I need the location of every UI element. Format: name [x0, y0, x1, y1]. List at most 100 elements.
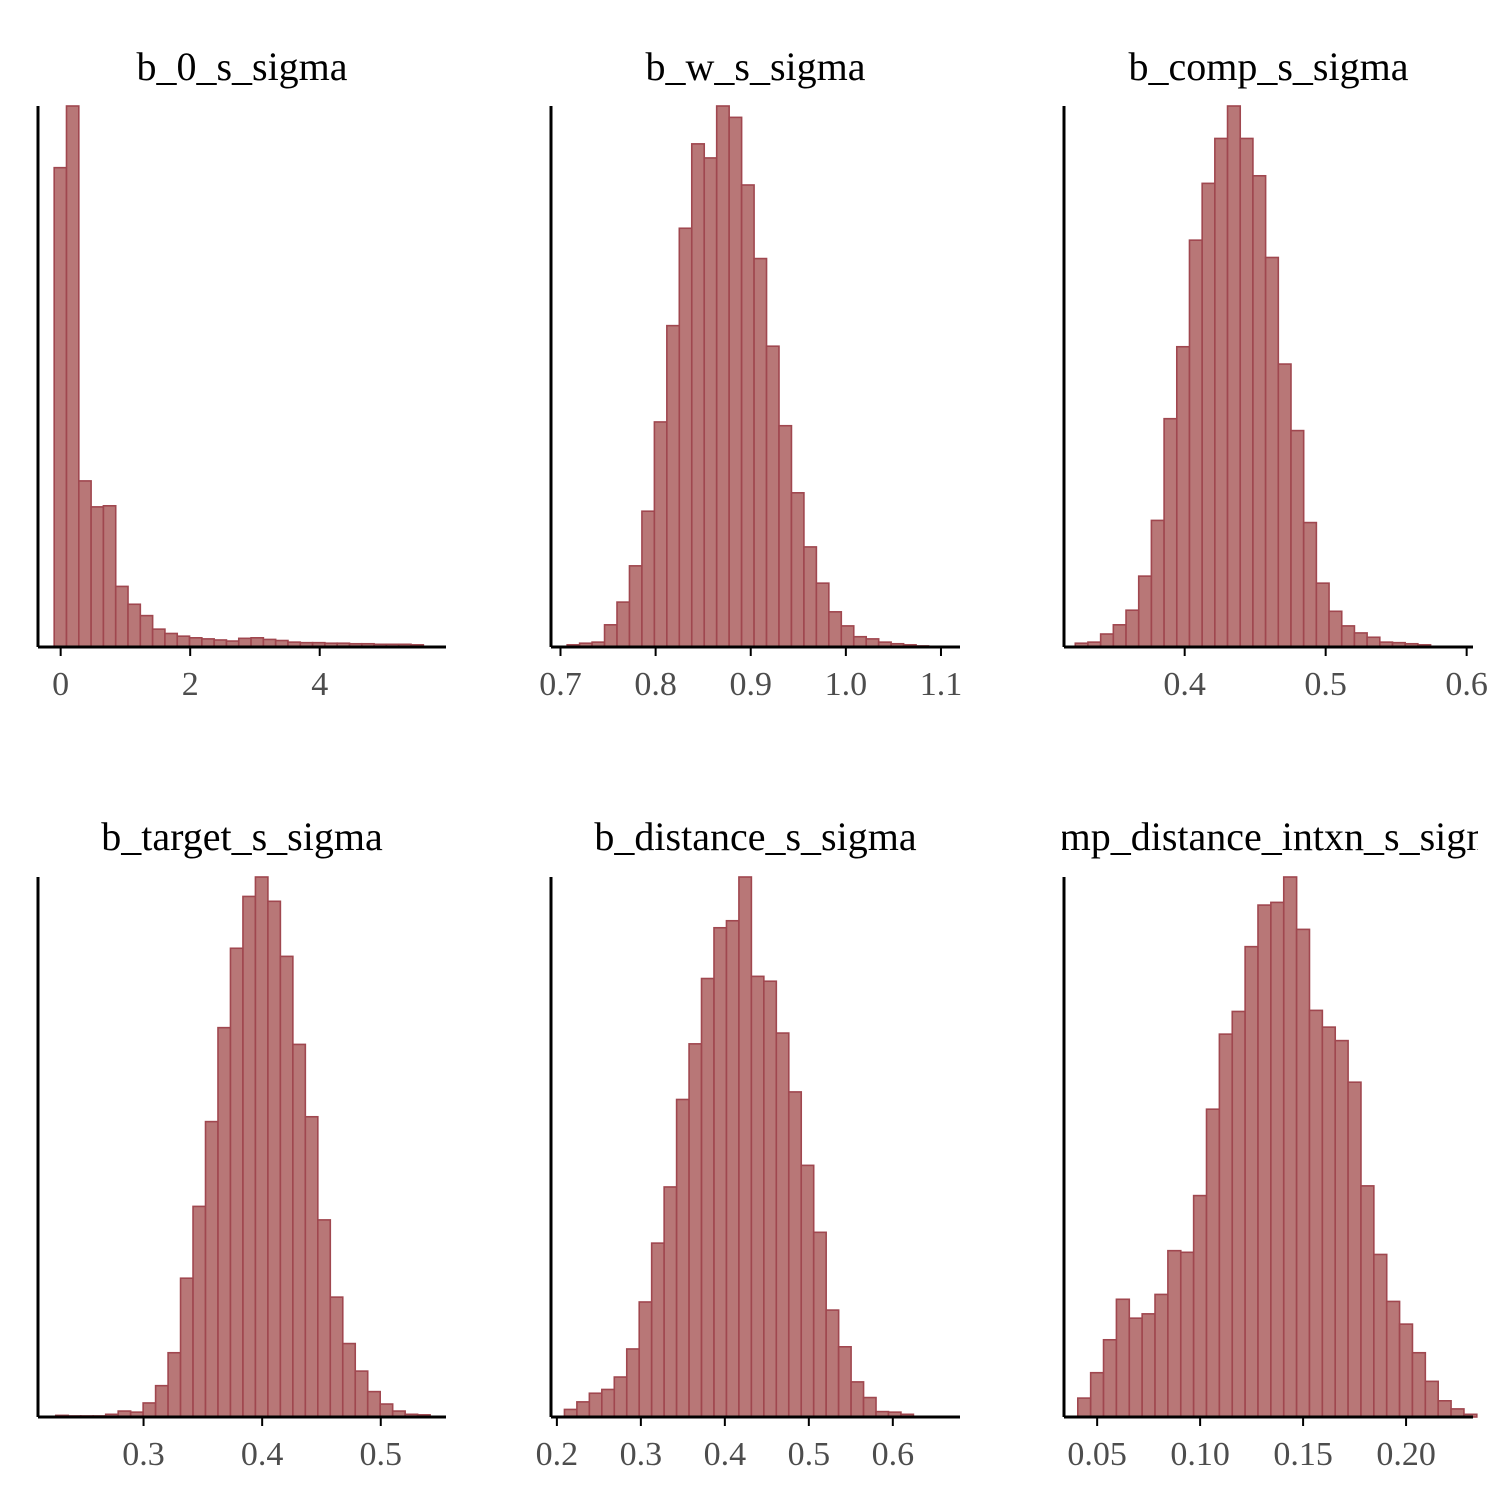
histogram-bar — [127, 603, 142, 648]
histogram-bar — [688, 1043, 703, 1418]
histogram-bar — [1231, 1010, 1246, 1418]
histogram-bar — [750, 975, 765, 1418]
x-tick-label: 4 — [311, 666, 328, 703]
histogram-bar — [65, 105, 80, 648]
histogram-bar — [1321, 1026, 1337, 1418]
histogram-bar — [1163, 417, 1178, 648]
x-tick-label: 2 — [182, 666, 199, 703]
histogram-bar — [765, 345, 780, 648]
histogram-bar — [638, 1301, 653, 1418]
x-tick-label: 0.7 — [539, 666, 582, 703]
histogram-bar — [1252, 174, 1267, 648]
histogram-bar — [1282, 876, 1298, 1418]
histogram-bar — [354, 1370, 369, 1418]
panel-title: b_w_s_sigma — [646, 44, 866, 89]
histogram-bar — [588, 1392, 603, 1418]
histogram-bar — [1264, 256, 1280, 648]
histogram-bar — [715, 105, 730, 648]
x-tick-label: 0.9 — [729, 666, 772, 703]
histogram-bar — [713, 926, 728, 1418]
histogram-bar — [1334, 1039, 1349, 1418]
histogram-bar — [142, 1402, 157, 1418]
histogram-bar — [317, 1219, 332, 1418]
panel-title: b_distance_s_sigma — [594, 814, 916, 859]
histogram-bar — [837, 1346, 852, 1418]
panel-title: b_0_s_sigma — [136, 44, 347, 89]
histogram-panel: b_0_s_sigma 0 2 4 — [36, 44, 446, 703]
histogram-bar — [800, 1164, 815, 1418]
histogram-bar — [1239, 137, 1254, 648]
histogram-bar — [1115, 1298, 1131, 1418]
histogram-bar — [1179, 1251, 1195, 1418]
histogram-bar — [242, 895, 257, 1418]
histogram-panel: b_w_s_sigma 0.7 0.8 0.9 1.0 1.1 — [539, 44, 962, 703]
histogram-bar — [1128, 1317, 1143, 1418]
histogram-bar — [1125, 609, 1140, 648]
histogram-bar — [576, 1401, 591, 1418]
histogram-bar — [1244, 945, 1259, 1418]
histogram-bar — [1277, 363, 1292, 648]
histogram-bar — [1290, 429, 1305, 648]
histogram-panel: b_distance_s_sigma 0.2 0.3 0.4 0.5 0.6 — [536, 814, 960, 1473]
histogram-bar — [341, 1342, 357, 1418]
histogram-bar — [1205, 1108, 1221, 1418]
panel-title: b_target_s_sigma — [101, 814, 383, 859]
histogram-bar — [139, 614, 154, 648]
histogram-bar — [167, 1351, 182, 1418]
histogram-bar — [840, 625, 855, 648]
histogram-bar — [812, 1231, 827, 1418]
histogram-bar — [1398, 1323, 1414, 1418]
histogram-bar — [1137, 575, 1153, 648]
histogram-bar — [628, 565, 643, 648]
histogram-bar — [1167, 1249, 1182, 1418]
x-tick-label: 1.0 — [825, 666, 868, 703]
histogram-panel: b_target_s_sigma 0.3 0.4 0.5 — [36, 814, 446, 1473]
histogram-bar — [279, 955, 294, 1418]
histogram-bar — [663, 1186, 678, 1418]
histogram-panel: comp_distance_intxn_s_sigma 0.05 0.10 0.15 0… — [1022, 814, 1500, 1473]
histogram-bar — [1360, 1185, 1375, 1418]
x-tick-label: 0.4 — [704, 1436, 747, 1473]
histogram-bar — [778, 424, 793, 648]
histogram-bar — [1192, 1194, 1208, 1418]
histogram-bar — [725, 919, 740, 1418]
histogram-bar — [304, 1115, 319, 1418]
histogram-bar — [625, 1348, 641, 1418]
histogram-bar — [728, 116, 743, 648]
histogram-bar — [254, 876, 269, 1418]
histogram-bar — [1302, 521, 1318, 648]
histogram-bar — [653, 421, 668, 648]
histogram-bar — [366, 1390, 381, 1418]
histogram-bar — [1411, 1351, 1427, 1418]
histogram-bar — [1328, 610, 1343, 648]
histogram-bar — [217, 1026, 232, 1418]
x-tick-label: 1.1 — [920, 666, 963, 703]
histogram-bar — [1102, 1338, 1118, 1418]
histogram-bar — [650, 1242, 665, 1418]
histogram-bar — [151, 628, 166, 648]
histogram-bar — [1089, 1371, 1105, 1418]
x-tick-label: 0.4 — [1163, 666, 1206, 703]
histogram-bar — [1201, 182, 1216, 648]
histogram-bar — [641, 510, 656, 648]
panel-title: comp_distance_intxn_s_sigma — [1022, 814, 1500, 859]
histogram-bar — [616, 601, 631, 648]
histogram-bar — [738, 876, 753, 1418]
histogram-bar — [176, 635, 191, 648]
histogram-bar — [1076, 1397, 1092, 1418]
x-tick-label: 0.2 — [536, 1436, 579, 1473]
histogram-bar — [862, 1396, 877, 1418]
histogram-bar — [164, 632, 179, 648]
histogram-bar — [803, 546, 818, 648]
histogram-bar — [1424, 1380, 1439, 1418]
histogram-bar — [703, 157, 718, 648]
histogram-bar — [114, 585, 129, 648]
histogram-panel: b_comp_s_sigma 0.4 0.5 0.6 — [1062, 44, 1488, 703]
x-tick-label: 0.10 — [1170, 1436, 1230, 1473]
histogram-bar — [700, 977, 715, 1418]
histogram-bar — [678, 227, 693, 648]
histogram-bar — [78, 480, 92, 648]
histogram-bar — [825, 1309, 840, 1418]
histogram-bar — [852, 635, 868, 648]
